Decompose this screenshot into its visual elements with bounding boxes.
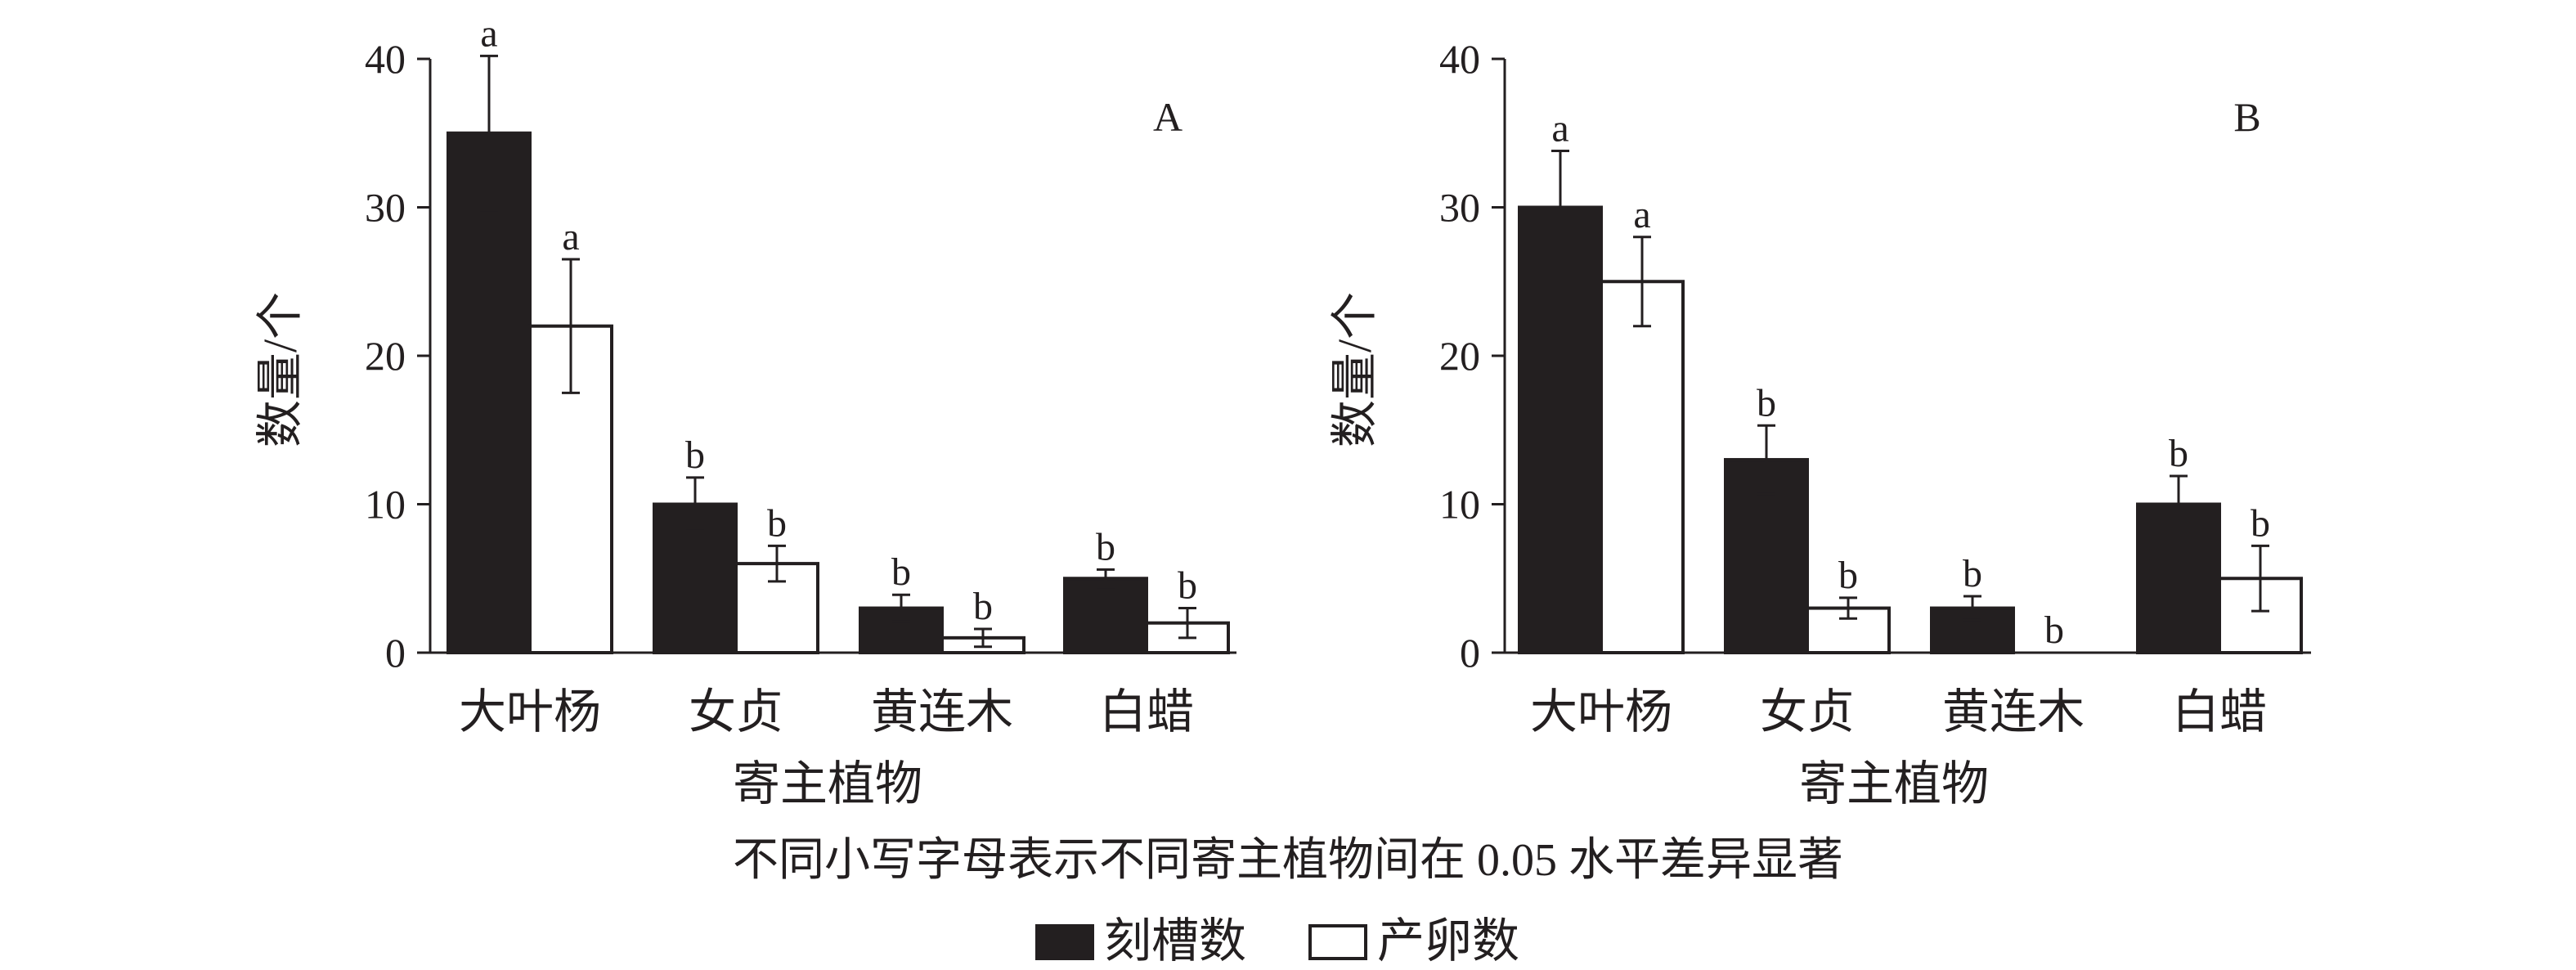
legend-swatch-eggs — [1308, 924, 1367, 960]
panel-b-significance-letter: b — [2251, 501, 2270, 545]
panel-b-significance-letter: b — [1963, 552, 1982, 595]
legend-label-grooves: 刻槽数 — [1104, 914, 1246, 968]
panel-b-y-tick-label: 0 — [1460, 630, 1480, 676]
panel-a-significance-letter: b — [1096, 525, 1115, 568]
panel-b-category-label: 黄连木 — [1942, 685, 2085, 739]
panel-a-y-tick-label: 30 — [365, 185, 406, 231]
panel-b-bar — [1518, 205, 1603, 654]
panel-a-significance-letter: b — [973, 585, 993, 628]
panel-b-significance-letter: b — [2044, 608, 2064, 652]
panel-b-significance-letter: b — [2169, 432, 2188, 475]
panel-b-significance-letter: b — [1757, 381, 1776, 424]
panel-a-y-tick-label: 0 — [385, 630, 406, 676]
panel-a-category-label: 黄连木 — [871, 685, 1013, 739]
panel-a-bar — [447, 131, 532, 654]
panel-b-x-axis-label: 寄主植物 — [1799, 757, 1989, 811]
panel-a-bar — [1063, 577, 1148, 654]
panel-a-category-label: 大叶杨 — [459, 685, 601, 739]
panel-b-y-axis-label: 数量/个 — [1328, 292, 1381, 447]
legend-label-eggs: 产卵数 — [1377, 914, 1519, 968]
panel-a-significance-letter: a — [562, 215, 579, 258]
panel-a-y-tick-label: 20 — [365, 333, 406, 379]
panel-a-significance-letter: b — [1178, 564, 1197, 608]
panel-b-y-tick-label: 40 — [1439, 36, 1480, 82]
panel-a-significance-letter: b — [891, 550, 911, 594]
panel-a-y-axis-label: 数量/个 — [254, 292, 307, 447]
panel-b-significance-letter: b — [1838, 554, 1858, 597]
panel-b-significance-letter: a — [1551, 107, 1568, 150]
panel-a-panel-label: A — [1153, 94, 1183, 140]
panel-a-significance-letter: b — [767, 501, 787, 545]
panel-b-y-tick-label: 20 — [1439, 333, 1480, 379]
panel-b-significance-letter: a — [1633, 193, 1650, 236]
footnote-text: 不同小写字母表示不同寄主植物间在 0.05 水平差异显著 — [733, 835, 1843, 886]
panel-b-panel-label: B — [2233, 94, 2260, 140]
panel-a-significance-letter: b — [685, 433, 705, 477]
panel-a-category-label: 女贞 — [689, 685, 783, 739]
panel-b-category-label: 女贞 — [1760, 685, 1855, 739]
panel-a-category-label: 白蜡 — [1099, 685, 1194, 739]
panel-b-y-tick-label: 10 — [1439, 482, 1480, 528]
panel-a-y-tick-label: 10 — [365, 482, 406, 528]
panel-b-bar — [1600, 280, 1685, 654]
panel-b-category-label: 白蜡 — [2172, 685, 2267, 739]
panel-a-significance-letter: a — [480, 11, 497, 55]
panel-a-x-axis-label: 寄主植物 — [733, 757, 922, 811]
panel-b-category-label: 大叶杨 — [1530, 685, 1672, 739]
legend-swatch-grooves — [1035, 924, 1094, 960]
panel-b-y-tick-label: 30 — [1439, 185, 1480, 231]
panel-a-y-tick-label: 40 — [365, 36, 406, 82]
legend: 刻槽数 产卵数 — [1035, 914, 1519, 968]
